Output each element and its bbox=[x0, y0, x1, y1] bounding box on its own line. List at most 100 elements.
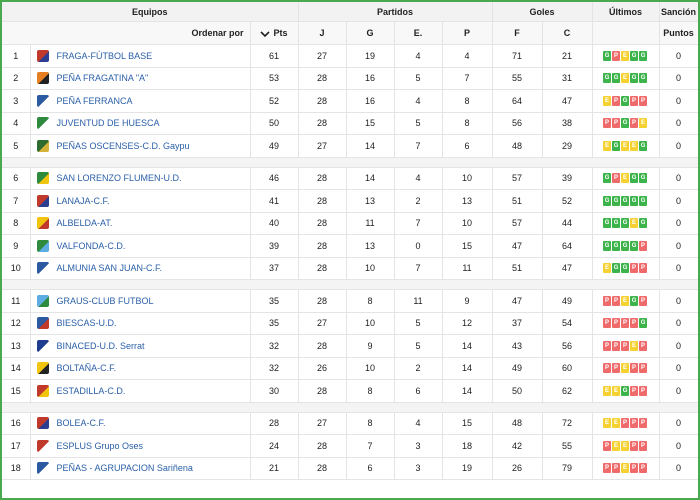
sort-by-label: Ordenar por bbox=[2, 21, 251, 45]
position-cell: 1 bbox=[2, 44, 31, 68]
team-cell: BOLEA-C.F. bbox=[30, 412, 251, 435]
points-cell: 41 bbox=[250, 189, 299, 213]
result-badge: G bbox=[639, 195, 648, 206]
won-cell: 16 bbox=[346, 67, 395, 90]
team-name-link[interactable]: BIESCAS-U.D. bbox=[56, 318, 117, 329]
team-name-link[interactable]: PEÑA FERRANCA bbox=[56, 95, 133, 106]
team-name-link[interactable]: ALMUNIA SAN JUAN-C.F. bbox=[56, 263, 163, 274]
won-cell: 10 bbox=[346, 312, 395, 335]
goals-against-cell: 72 bbox=[542, 412, 593, 435]
sort-pts-button[interactable]: Pts bbox=[250, 21, 299, 45]
result-badge: P bbox=[630, 385, 639, 396]
result-badge: G bbox=[630, 240, 639, 251]
goals-against-cell: 29 bbox=[542, 134, 593, 158]
team-cell: BIESCAS-U.D. bbox=[30, 312, 251, 335]
sanction-points-cell: 0 bbox=[659, 89, 698, 113]
position-cell: 18 bbox=[2, 457, 31, 480]
group-separator bbox=[2, 157, 698, 168]
header-partidos: Partidos bbox=[298, 2, 493, 22]
result-badge: G bbox=[639, 318, 648, 329]
team-name-link[interactable]: ESTADILLA-C.D. bbox=[56, 385, 126, 396]
played-cell: 27 bbox=[298, 44, 347, 68]
lost-cell: 8 bbox=[442, 112, 493, 135]
won-cell: 13 bbox=[346, 234, 395, 258]
result-badge: E bbox=[612, 385, 621, 396]
result-badge: E bbox=[612, 418, 621, 429]
result-badge: P bbox=[612, 95, 621, 106]
table-row: 12 BIESCAS-U.D. 35 27 10 5 12 37 54 P P P P G 0 bbox=[2, 312, 698, 335]
sanction-points-cell: 0 bbox=[659, 44, 698, 68]
goals-against-cell: 49 bbox=[542, 289, 593, 313]
team-crest-icon bbox=[36, 439, 49, 452]
goals-for-cell: 55 bbox=[492, 67, 543, 90]
header-c: C bbox=[542, 21, 593, 45]
drawn-cell: 7 bbox=[394, 212, 443, 235]
drawn-cell: 3 bbox=[394, 434, 443, 458]
team-name-link[interactable]: SAN LORENZO FLUMEN-U.D. bbox=[56, 173, 182, 184]
points-cell: 24 bbox=[250, 434, 299, 458]
result-badge: G bbox=[639, 173, 648, 184]
drawn-cell: 5 bbox=[394, 334, 443, 358]
group-separator bbox=[2, 402, 698, 413]
position-cell: 7 bbox=[2, 189, 31, 213]
team-crest-icon bbox=[36, 217, 49, 230]
sanction-points-cell: 0 bbox=[659, 257, 698, 280]
result-badge: P bbox=[603, 318, 612, 329]
result-badge: G bbox=[603, 218, 612, 229]
goals-against-cell: 54 bbox=[542, 312, 593, 335]
team-name-link[interactable]: LANAJA-C.F. bbox=[56, 195, 110, 206]
result-badge: G bbox=[612, 140, 621, 151]
team-name-link[interactable]: VALFONDA-C.D. bbox=[56, 240, 126, 251]
result-badge: G bbox=[639, 50, 648, 61]
team-name-link[interactable]: BOLEA-C.F. bbox=[56, 418, 106, 429]
lost-cell: 14 bbox=[442, 334, 493, 358]
team-crest-icon bbox=[36, 49, 49, 62]
team-name-link[interactable]: PEÑAS - AGRUPACION Sariñena bbox=[56, 463, 193, 474]
team-cell: PEÑA FRAGATINA "A" bbox=[30, 67, 251, 90]
points-cell: 52 bbox=[250, 89, 299, 113]
team-name-link[interactable]: PEÑA FRAGATINA "A" bbox=[56, 73, 149, 84]
team-name-link[interactable]: ALBELDA-AT. bbox=[56, 218, 113, 229]
table-row: 8 ALBELDA-AT. 40 28 11 7 10 57 44 G G G E G 0 bbox=[2, 212, 698, 235]
team-crest-icon bbox=[36, 317, 49, 330]
standings-body: 1 FRAGA-FÚTBOL BASE 61 27 19 4 4 71 21 G P E G G 0 2 PEÑ… bbox=[2, 44, 698, 480]
team-name-link[interactable]: PEÑAS OSCENSES-C.D. Gaypu bbox=[56, 140, 190, 151]
result-badge: P bbox=[603, 340, 612, 351]
team-name-link[interactable]: FRAGA-FÚTBOL BASE bbox=[56, 50, 153, 61]
team-name-link[interactable]: GRAUS-CLUB FUTBOL bbox=[56, 295, 154, 306]
table-row: 2 PEÑA FRAGATINA "A" 53 28 16 5 7 55 31 G G E G G 0 bbox=[2, 67, 698, 90]
header-p: P bbox=[442, 21, 493, 45]
position-cell: 12 bbox=[2, 312, 31, 335]
result-badge: E bbox=[621, 140, 630, 151]
sanction-points-cell: 0 bbox=[659, 412, 698, 435]
points-cell: 46 bbox=[250, 167, 299, 190]
result-badge: P bbox=[603, 118, 612, 129]
position-cell: 5 bbox=[2, 134, 31, 158]
drawn-cell: 4 bbox=[394, 89, 443, 113]
result-badge: P bbox=[639, 463, 648, 474]
team-name-link[interactable]: ESPLUS Grupo Oses bbox=[56, 440, 144, 451]
result-badge: E bbox=[630, 340, 639, 351]
team-name-link[interactable]: BINACED-U.D. Serrat bbox=[56, 340, 145, 351]
team-cell: VALFONDA-C.D. bbox=[30, 234, 251, 258]
team-crest-icon bbox=[36, 294, 49, 307]
team-name-link[interactable]: JUVENTUD DE HUESCA bbox=[56, 118, 160, 129]
team-name-link[interactable]: BOLTAÑA-C.F. bbox=[56, 363, 117, 374]
points-cell: 21 bbox=[250, 457, 299, 480]
result-badge: E bbox=[603, 140, 612, 151]
team-crest-icon bbox=[36, 384, 49, 397]
points-cell: 28 bbox=[250, 412, 299, 435]
drawn-cell: 0 bbox=[394, 234, 443, 258]
header-g: G bbox=[346, 21, 395, 45]
result-badge: P bbox=[630, 463, 639, 474]
won-cell: 8 bbox=[346, 289, 395, 313]
goals-for-cell: 51 bbox=[492, 257, 543, 280]
